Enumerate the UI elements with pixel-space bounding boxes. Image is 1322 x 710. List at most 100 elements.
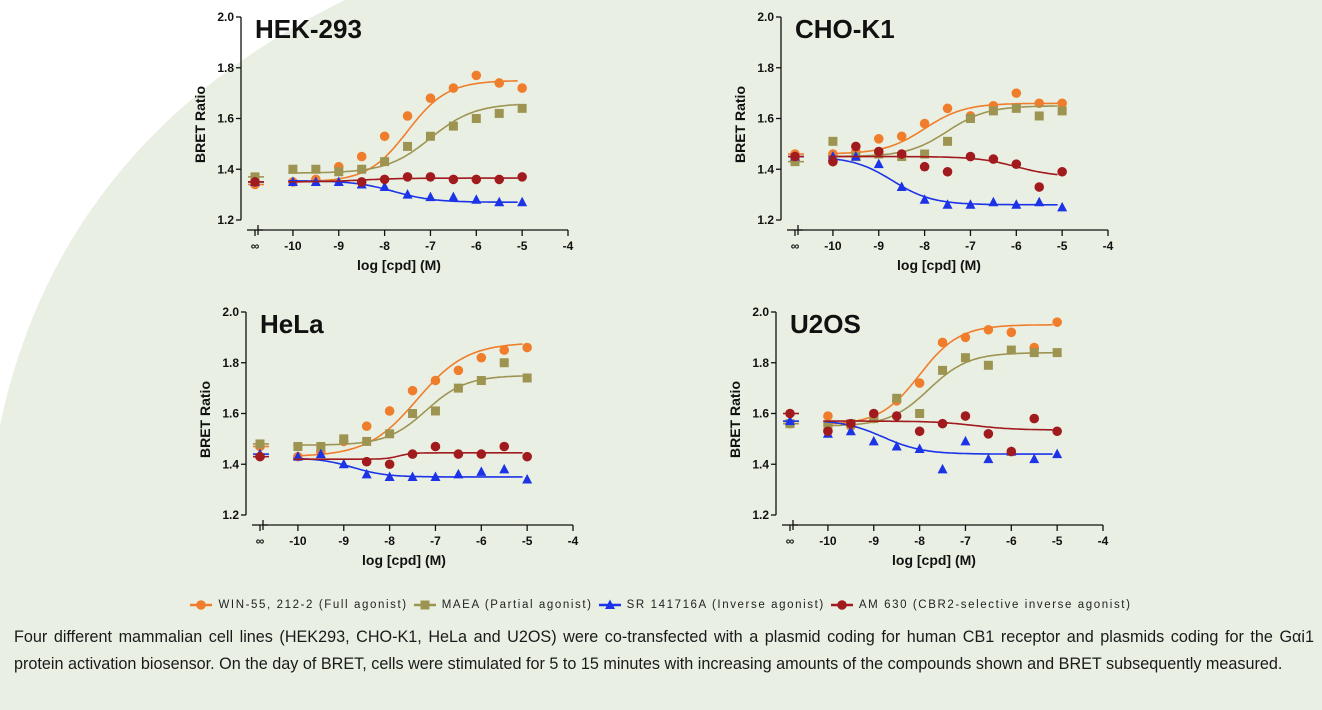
data-point-win [914,378,925,388]
data-point-am [942,166,953,177]
chart-panel-chok1: 1.2 1.4 1.6 1.8 2.0 ∞ -10 -9 -8 -7 -6 -5 -4 log [cpd]… [720,0,1120,285]
series-am [783,408,1062,457]
data-point-maea [357,164,367,174]
x-tick-label: -6 [476,534,487,548]
x-tick-label-infinity: ∞ [791,239,800,253]
data-point-maea [828,136,838,146]
data-point-win [476,352,487,363]
data-point-am [448,174,459,185]
series-am [788,141,1067,192]
fit-curve-maea [288,103,518,174]
chart-panel-u2os: 1.2 1.4 1.6 1.8 2.0 ∞ -10 -9 -8 -7 -6 -5 -4 log [cpd]… [715,295,1115,580]
data-point-baseline-am [790,151,800,162]
data-point-sr [914,443,925,454]
legend-marker-am [830,600,853,610]
data-point-maea [1006,345,1016,355]
data-point-win [402,111,413,121]
x-tick-label: -5 [522,534,533,548]
x-tick-label: -4 [568,534,579,548]
fit-curve-win [823,324,1053,425]
y-tick-label: 1.6 [757,112,774,126]
data-point-maea [288,164,298,174]
x-tick-label: -8 [919,239,930,253]
fit-curve-sr [823,420,1053,455]
legend-symbol-win [196,600,207,610]
data-point-am [407,449,418,459]
data-point-maea [362,436,372,446]
x-axis-label: log [cpd] (M) [892,552,976,568]
data-point-maea [476,376,486,386]
data-point-sr [873,158,884,169]
data-point-win [448,83,459,93]
figure-caption: Four different mammalian cell lines (HEK… [14,628,1314,673]
data-point-sr [896,181,907,192]
data-point-baseline-maea [790,157,800,167]
fit-curve-win [288,80,518,183]
x-tick-label: -9 [868,534,879,548]
data-point-sr [430,471,441,481]
chart-panel-hela: 1.2 1.4 1.6 1.8 2.0 ∞ -10 -9 -8 -7 -6 -5 -4 log [cpd]… [185,295,585,580]
data-point-am [402,172,413,182]
data-point-am [494,174,505,185]
x-tick-label: -6 [1006,534,1017,548]
data-point-am [1006,446,1017,457]
data-point-am [983,429,994,439]
series-maea [253,358,532,451]
y-tick-label: 1.2 [222,508,239,522]
y-tick-label: 1.4 [222,457,239,471]
chart-title: U2OS [790,309,861,339]
x-tick-label: -7 [965,239,976,253]
data-point-maea [385,429,395,439]
x-tick-label: -5 [1057,239,1068,253]
x-tick-label: -10 [284,239,302,253]
data-point-sr [960,435,971,446]
legend-marker-maea [413,600,436,610]
legend-symbol-sr [604,599,615,609]
y-axis-label: BRET Ratio [727,381,743,458]
data-point-sr [845,425,856,436]
chart-legend: WIN-55, 212-2 (Full agonist) MAEA (Parti… [0,594,1322,616]
data-point-sr [384,471,395,481]
data-point-am [1052,426,1062,437]
data-point-am [1057,166,1067,177]
y-tick-label: 1.4 [757,162,774,176]
data-point-win [425,93,436,103]
data-point-sr [1034,196,1045,207]
data-point-sr [315,448,326,459]
data-point-am [828,156,838,167]
data-point-am [499,441,510,452]
x-tick-label-infinity: ∞ [256,534,265,548]
x-tick-label-infinity: ∞ [786,534,795,548]
legend-item-win: WIN-55, 212-2 (Full agonist) [190,599,407,611]
data-point-maea [430,406,440,416]
data-point-maea [892,393,902,403]
data-point-maea [983,360,993,370]
y-tick-label: 1.8 [757,61,774,75]
legend-label-maea: MAEA (Partial agonist) [441,599,593,611]
x-tick-label: -4 [1103,239,1114,253]
series-sr [783,415,1063,474]
data-point-sr [448,191,459,202]
data-point-maea [499,358,509,368]
data-point-maea [1057,106,1067,116]
x-tick-label: -7 [430,534,441,548]
data-point-win [1052,317,1062,327]
legend-label-sr: SR 141716A (Inverse agonist) [626,599,825,611]
series-win [788,88,1067,159]
x-axis-label: log [cpd] (M) [357,257,441,273]
data-point-maea [915,409,925,418]
data-point-maea [869,414,879,424]
x-tick-label: -10 [289,534,307,548]
y-tick-label: 1.4 [217,162,234,176]
data-point-am [430,441,441,452]
data-point-am [517,172,527,182]
data-point-am [1034,182,1045,192]
data-point-win [430,375,441,386]
data-point-win [983,324,994,335]
data-point-am [988,154,999,164]
data-point-am [379,174,390,185]
y-tick-label: 2.0 [222,305,239,319]
chart-title: CHO-K1 [795,14,895,44]
data-point-sr [471,194,482,204]
